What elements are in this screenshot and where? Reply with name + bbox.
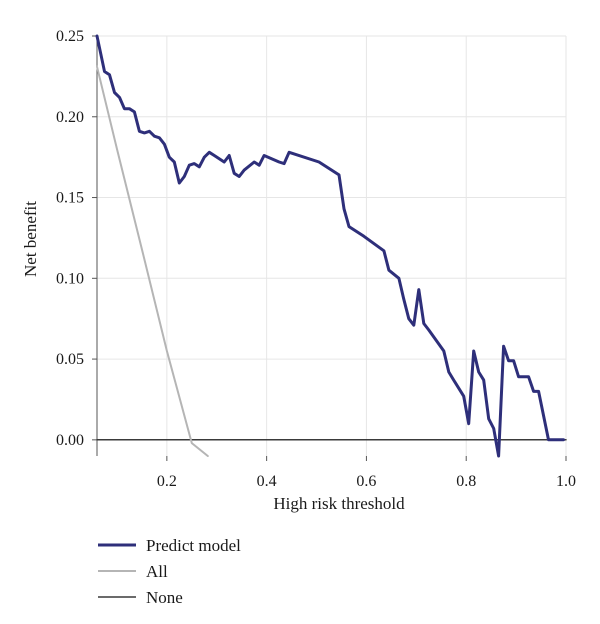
legend-label-predict-model: Predict model bbox=[146, 536, 241, 555]
x-axis-title: High risk threshold bbox=[273, 494, 405, 513]
y-tick-label: 0.20 bbox=[56, 109, 84, 126]
legend-label-all: All bbox=[146, 562, 168, 581]
y-tick-label: 0.05 bbox=[56, 351, 84, 368]
gridlines bbox=[97, 35, 567, 456]
tick-labels: 0.2 0.4 0.6 0.8 1.0 0.00 0.05 0.10 0.15 0.20 0.25 bbox=[56, 28, 576, 490]
x-tick-label: 0.6 bbox=[356, 473, 376, 490]
data-series bbox=[95, 34, 567, 458]
legend-label-none: None bbox=[146, 588, 183, 607]
y-tick-label: 0.15 bbox=[56, 190, 84, 207]
y-tick-label: 0.10 bbox=[56, 270, 84, 287]
y-tick-label: 0.00 bbox=[56, 432, 84, 449]
legend: Predict model All None bbox=[98, 536, 241, 607]
x-tick-label: 0.4 bbox=[257, 473, 277, 490]
series-line-predict-model bbox=[95, 34, 565, 458]
x-tick-label: 0.8 bbox=[456, 473, 476, 490]
y-axis-title: Net benefit bbox=[21, 201, 40, 277]
x-tick-label: 0.2 bbox=[157, 473, 177, 490]
series-line-all bbox=[96, 65, 209, 457]
x-tick-label: 1.0 bbox=[556, 473, 576, 490]
y-tick-label: 0.25 bbox=[56, 28, 84, 45]
